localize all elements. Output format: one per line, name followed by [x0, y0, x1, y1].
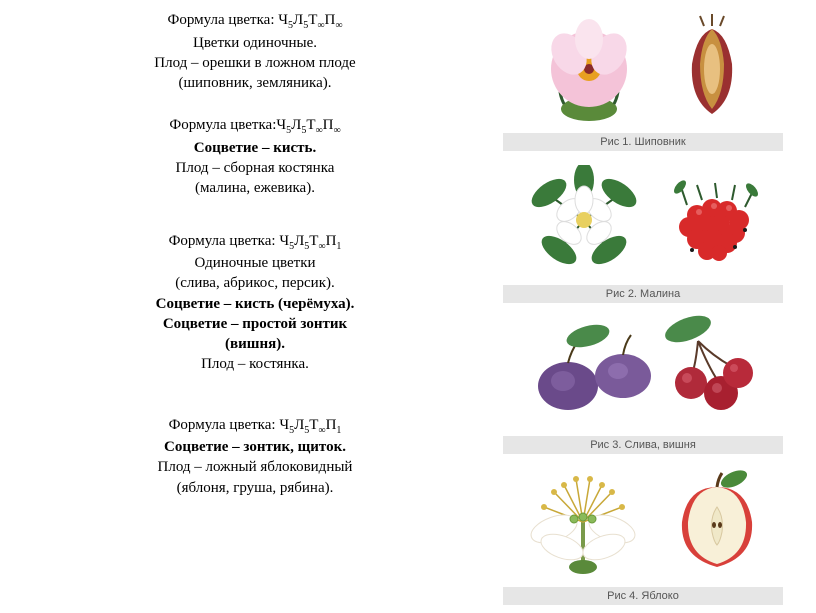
line: Соцветие – кисть (черёмуха). [60, 294, 450, 314]
formula: Ч5Л5Т∞П1 [279, 233, 341, 249]
formula: Ч5Л5Т∞П1 [279, 417, 341, 433]
line: Соцветие – кисть. [60, 138, 450, 158]
rosehip-illustration [503, 4, 783, 133]
formula: Ч5Л5Т∞П∞ [278, 12, 342, 28]
figure-1: Рис 1. Шиповник [490, 4, 796, 151]
line: (слива, абрикос, персик). [60, 273, 450, 293]
block-1: Формула цветка: Ч5Л5Т∞П∞ Цветки одиночны… [60, 10, 450, 93]
plum-illustration [503, 307, 783, 436]
line: Соцветие – простой зонтик [60, 314, 450, 334]
raspberry-illustration [503, 155, 783, 284]
block-2: Формула цветка:Ч5Л5Т∞П∞ Соцветие – кисть… [60, 115, 450, 198]
block-3: Формула цветка: Ч5Л5Т∞П1 Одиночные цветк… [60, 231, 450, 375]
line: Формула цветка:Ч5Л5Т∞П∞ [60, 115, 450, 138]
formula: Ч5Л5Т∞П∞ [276, 117, 340, 133]
line: (малина, ежевика). [60, 178, 450, 198]
text-column: Формула цветка: Ч5Л5Т∞П∞ Цветки одиночны… [0, 0, 480, 613]
line: Формула цветка: Ч5Л5Т∞П1 [60, 231, 450, 254]
figure-2: Рис 2. Малина [490, 155, 796, 302]
figure-caption: Рис 4. Яблоко [503, 587, 783, 605]
line: Плод – ложный яблоковидный [60, 457, 450, 477]
figure-caption: Рис 3. Слива, вишня [503, 436, 783, 454]
apple-illustration [503, 458, 783, 587]
figure-caption: Рис 1. Шиповник [503, 133, 783, 151]
line: Плод – сборная костянка [60, 158, 450, 178]
block-4: Формула цветка: Ч5Л5Т∞П1 Соцветие – зонт… [60, 415, 450, 498]
line: Плод – костянка. [60, 354, 450, 374]
line: Плод – орешки в ложном плоде [60, 53, 450, 73]
figure-4: Рис 4. Яблоко [490, 458, 796, 605]
line: Соцветие – зонтик, щиток. [60, 437, 450, 457]
line: Цветки одиночные. [60, 33, 450, 53]
line: (яблоня, груша, рябина). [60, 478, 450, 498]
line: Формула цветка: Ч5Л5Т∞П1 [60, 415, 450, 438]
figure-caption: Рис 2. Малина [503, 285, 783, 303]
line: (шиповник, земляника). [60, 73, 450, 93]
figure-3: Рис 3. Слива, вишня [490, 307, 796, 454]
line: Формула цветка: Ч5Л5Т∞П∞ [60, 10, 450, 33]
figure-column: Рис 1. Шиповник [480, 0, 816, 613]
line: (вишня). [60, 334, 450, 354]
line: Одиночные цветки [60, 253, 450, 273]
